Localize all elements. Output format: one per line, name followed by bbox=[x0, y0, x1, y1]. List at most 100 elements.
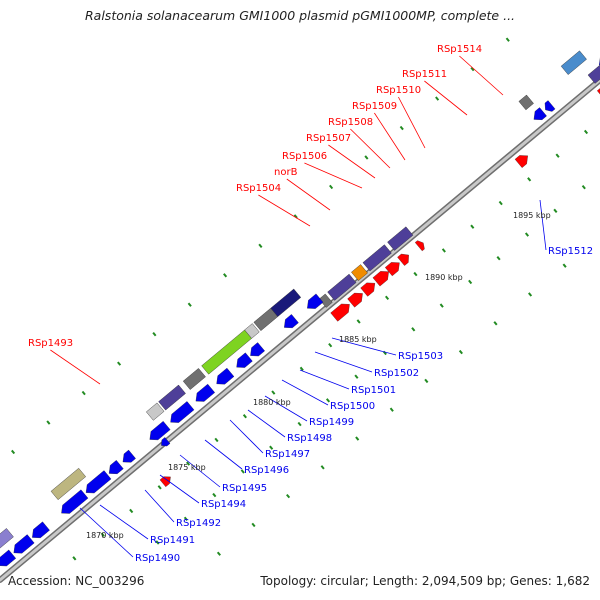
gene-label-reverse: RSp1499 bbox=[309, 417, 354, 428]
gene-label-forward: norB bbox=[274, 167, 298, 178]
tick-mark bbox=[214, 437, 219, 443]
tick-mark bbox=[269, 445, 274, 450]
leader-line bbox=[247, 409, 286, 438]
tick-mark bbox=[81, 390, 86, 396]
leader-line bbox=[144, 489, 175, 523]
tick-mark bbox=[470, 66, 475, 72]
tick-mark bbox=[424, 378, 429, 384]
tick-mark bbox=[299, 366, 304, 372]
forward-gene bbox=[360, 282, 376, 297]
gene-label-reverse: RSp1494 bbox=[201, 499, 246, 510]
gene-label-reverse: RSp1502 bbox=[374, 368, 419, 379]
reverse-gene bbox=[13, 534, 35, 554]
reverse-gene bbox=[61, 489, 89, 514]
tick-mark bbox=[328, 342, 333, 348]
reverse-gene bbox=[108, 460, 124, 475]
leader-line bbox=[398, 96, 426, 149]
tick-mark bbox=[498, 200, 503, 206]
forward-gene bbox=[384, 262, 400, 277]
forward-gene bbox=[372, 271, 389, 287]
forward-gene bbox=[330, 303, 350, 322]
cog-box bbox=[587, 55, 600, 84]
tick-mark bbox=[152, 331, 157, 337]
tick-mark bbox=[493, 321, 498, 326]
leader-line bbox=[424, 80, 468, 116]
reverse-gene bbox=[236, 352, 253, 368]
tick-mark bbox=[496, 256, 501, 261]
tick-mark bbox=[271, 390, 276, 395]
tick-mark bbox=[11, 449, 16, 455]
leader-line bbox=[281, 379, 329, 406]
reverse-gene bbox=[161, 437, 171, 447]
gene-label-reverse: RSp1492 bbox=[176, 518, 221, 529]
gene-features bbox=[0, 50, 600, 567]
forward-gene bbox=[414, 240, 425, 252]
forward-gene bbox=[514, 155, 528, 168]
leader-line bbox=[304, 162, 363, 189]
gene-label-forward: RSp1507 bbox=[306, 133, 351, 144]
gene-label-reverse: RSp1495 bbox=[222, 483, 267, 494]
leader-line bbox=[204, 439, 243, 470]
tick-mark bbox=[293, 214, 298, 219]
leader-line bbox=[459, 55, 504, 96]
reverse-gene bbox=[533, 107, 547, 120]
tick-mark bbox=[354, 374, 359, 379]
leader-line bbox=[539, 199, 547, 251]
scale-label: 1870 kbp bbox=[86, 531, 124, 540]
tick-mark bbox=[553, 208, 558, 214]
cog-box bbox=[362, 244, 392, 272]
scale-label: 1890 kbp bbox=[425, 273, 463, 282]
gene-label-reverse: RSp1490 bbox=[135, 553, 180, 564]
tick-mark bbox=[441, 248, 446, 253]
gene-label-forward: RSp1506 bbox=[282, 151, 327, 162]
tick-mark bbox=[581, 184, 586, 190]
gene-label-reverse: RSp1501 bbox=[351, 385, 396, 396]
reverse-gene bbox=[216, 367, 235, 385]
gene-label-reverse: RSp1497 bbox=[265, 449, 310, 460]
leader-line bbox=[374, 112, 406, 161]
gene-label-reverse: RSp1491 bbox=[150, 535, 195, 546]
gene-label-forward: RSp1511 bbox=[402, 69, 447, 80]
reverse-gene bbox=[195, 383, 215, 402]
tick-mark bbox=[355, 436, 360, 441]
cog-box bbox=[387, 226, 414, 251]
tick-mark bbox=[117, 361, 122, 366]
map-title: Ralstonia solanacearum GMI1000 plasmid p… bbox=[84, 8, 516, 23]
reverse-gene bbox=[32, 521, 50, 539]
accession-text: Accession: NC_003296 bbox=[8, 574, 145, 588]
tick-mark bbox=[216, 551, 221, 556]
cog-box bbox=[0, 528, 14, 554]
leader-line bbox=[299, 369, 350, 390]
tick-mark bbox=[435, 96, 440, 101]
leader-line bbox=[286, 178, 331, 211]
cog-box bbox=[318, 293, 333, 308]
tick-mark bbox=[157, 485, 162, 490]
gene-label-forward: RSp1493 bbox=[28, 338, 73, 349]
forward-gene bbox=[397, 253, 409, 266]
tick-mark bbox=[470, 224, 475, 229]
tick-mark bbox=[155, 540, 160, 545]
tick-mark bbox=[297, 421, 302, 427]
cog-box bbox=[560, 50, 587, 75]
tick-mark bbox=[458, 349, 463, 355]
gene-label-reverse: RSp1512 bbox=[548, 246, 593, 257]
tick-mark bbox=[129, 508, 134, 514]
cog-box bbox=[327, 273, 357, 301]
gene-label-reverse: RSp1503 bbox=[398, 351, 443, 362]
tick-mark bbox=[320, 465, 325, 470]
genome-summary: Topology: circular; Length: 2,094,509 bp… bbox=[260, 574, 590, 588]
cog-box bbox=[270, 288, 302, 317]
tick-mark bbox=[329, 184, 334, 190]
leader-line bbox=[331, 337, 397, 356]
leader-line bbox=[99, 504, 149, 540]
tick-mark bbox=[413, 271, 418, 277]
cog-box bbox=[158, 384, 186, 411]
gene-label-forward: RSp1514 bbox=[437, 44, 482, 55]
leader-line bbox=[229, 419, 264, 454]
cog-box bbox=[351, 264, 368, 281]
leader-line bbox=[79, 507, 134, 558]
leader-line bbox=[258, 194, 311, 227]
tick-mark bbox=[389, 407, 394, 412]
forward-gene bbox=[347, 292, 363, 308]
reverse-gene bbox=[284, 314, 299, 329]
